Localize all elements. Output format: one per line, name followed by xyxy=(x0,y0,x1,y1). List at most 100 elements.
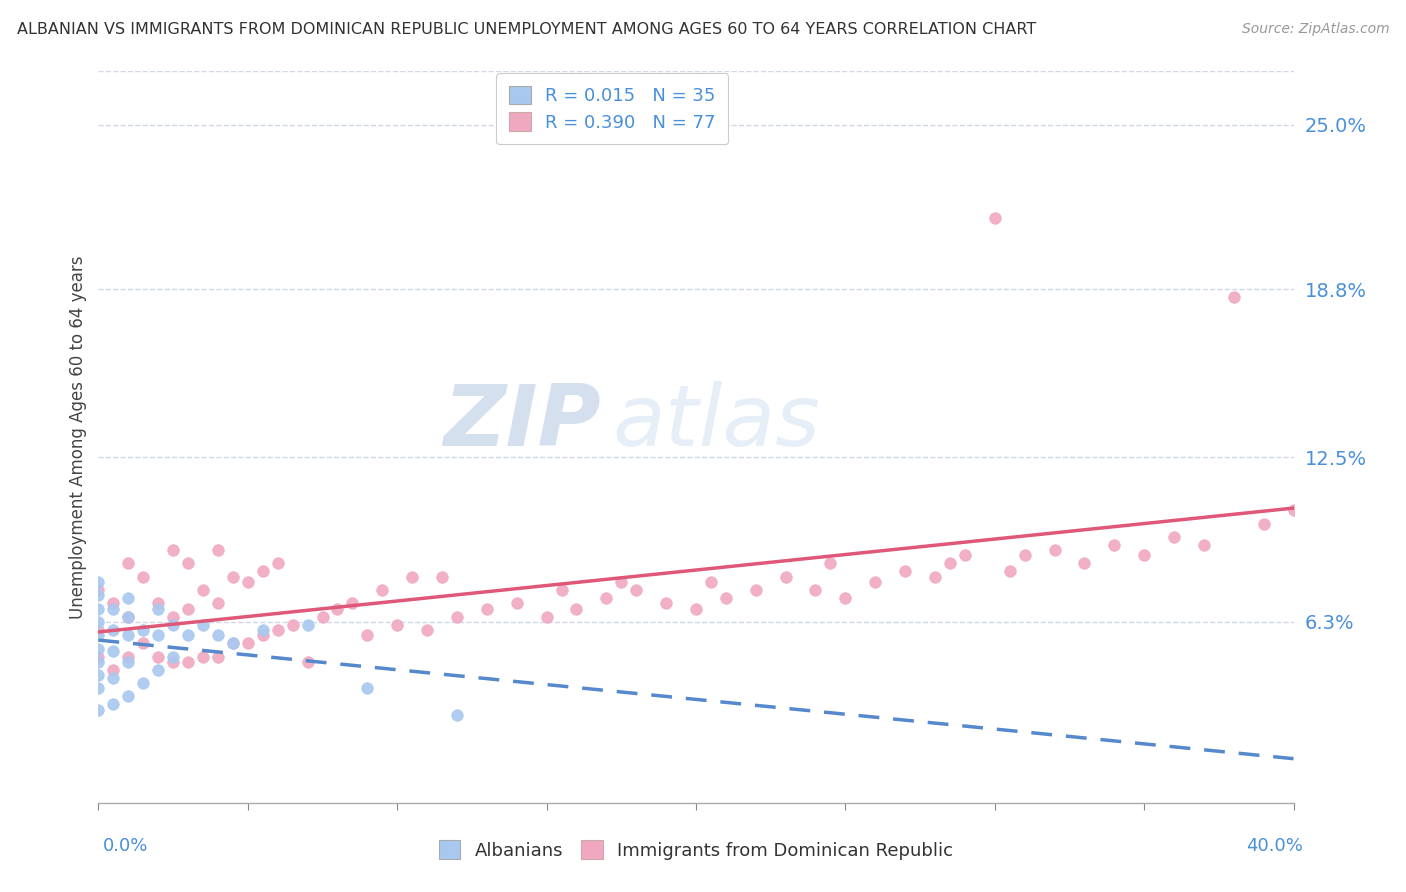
Point xyxy=(939,557,962,571)
Point xyxy=(148,663,170,677)
Point xyxy=(685,601,707,615)
Point xyxy=(162,655,184,669)
Point xyxy=(117,628,139,642)
Point xyxy=(87,649,110,664)
Point xyxy=(87,641,110,656)
Point xyxy=(1073,557,1095,571)
Point xyxy=(998,565,1021,579)
Text: 0.0%: 0.0% xyxy=(103,837,148,855)
Point xyxy=(1163,530,1185,544)
Point xyxy=(775,570,797,584)
Point xyxy=(148,649,170,664)
Point xyxy=(252,565,274,579)
Point xyxy=(103,644,125,658)
Point xyxy=(894,565,917,579)
Point xyxy=(191,649,214,664)
Point xyxy=(416,623,439,637)
Point xyxy=(820,557,842,571)
Point xyxy=(148,628,170,642)
Point xyxy=(162,649,184,664)
Point xyxy=(401,570,423,584)
Point xyxy=(191,617,214,632)
Text: Source: ZipAtlas.com: Source: ZipAtlas.com xyxy=(1241,22,1389,37)
Point xyxy=(430,570,453,584)
Point xyxy=(103,671,125,685)
Point xyxy=(222,636,245,650)
Point xyxy=(356,681,378,696)
Text: atlas: atlas xyxy=(613,381,820,464)
Point xyxy=(132,570,155,584)
Text: ALBANIAN VS IMMIGRANTS FROM DOMINICAN REPUBLIC UNEMPLOYMENT AMONG AGES 60 TO 64 : ALBANIAN VS IMMIGRANTS FROM DOMINICAN RE… xyxy=(17,22,1036,37)
Point xyxy=(1253,516,1275,531)
Point xyxy=(745,582,768,597)
Point xyxy=(342,596,364,610)
Point xyxy=(103,623,125,637)
Point xyxy=(924,570,946,584)
Point xyxy=(207,596,229,610)
Point xyxy=(87,615,110,629)
Point xyxy=(371,582,394,597)
Point xyxy=(117,655,139,669)
Point xyxy=(236,575,259,590)
Point xyxy=(1192,538,1215,552)
Point xyxy=(281,617,304,632)
Point xyxy=(87,703,110,717)
Point xyxy=(565,601,588,615)
Point xyxy=(87,681,110,696)
Point xyxy=(103,663,125,677)
Point xyxy=(714,591,737,605)
Legend: Albanians, Immigrants from Dominican Republic: Albanians, Immigrants from Dominican Rep… xyxy=(432,833,960,867)
Point xyxy=(1282,503,1305,517)
Point xyxy=(297,655,319,669)
Point xyxy=(252,623,274,637)
Point xyxy=(117,609,139,624)
Point xyxy=(953,549,976,563)
Point xyxy=(87,575,110,590)
Point xyxy=(1043,543,1066,558)
Point xyxy=(103,601,125,615)
Point xyxy=(177,557,200,571)
Point xyxy=(865,575,887,590)
Point xyxy=(252,628,274,642)
Point xyxy=(506,596,529,610)
Point xyxy=(655,596,678,610)
Point xyxy=(177,628,200,642)
Point xyxy=(148,596,170,610)
Point xyxy=(103,698,125,712)
Point xyxy=(87,655,110,669)
Point xyxy=(207,543,229,558)
Point xyxy=(162,609,184,624)
Point xyxy=(984,211,1007,225)
Point xyxy=(132,623,155,637)
Point xyxy=(177,655,200,669)
Point xyxy=(1014,549,1036,563)
Point xyxy=(132,676,155,690)
Point xyxy=(87,623,110,637)
Y-axis label: Unemployment Among Ages 60 to 64 years: Unemployment Among Ages 60 to 64 years xyxy=(69,255,87,619)
Point xyxy=(207,628,229,642)
Point xyxy=(177,601,200,615)
Point xyxy=(222,570,245,584)
Point xyxy=(87,628,110,642)
Point xyxy=(117,690,139,704)
Point xyxy=(446,609,468,624)
Point xyxy=(87,588,110,602)
Point xyxy=(356,628,378,642)
Point xyxy=(267,557,290,571)
Point xyxy=(117,649,139,664)
Point xyxy=(446,708,468,723)
Point xyxy=(1133,549,1156,563)
Point xyxy=(536,609,558,624)
Point xyxy=(475,601,498,615)
Point xyxy=(297,617,319,632)
Point xyxy=(595,591,617,605)
Point xyxy=(103,596,125,610)
Point xyxy=(222,636,245,650)
Point xyxy=(162,543,184,558)
Point xyxy=(834,591,856,605)
Point xyxy=(700,575,723,590)
Point xyxy=(267,623,290,637)
Point xyxy=(117,609,139,624)
Point xyxy=(207,649,229,664)
Point xyxy=(804,582,827,597)
